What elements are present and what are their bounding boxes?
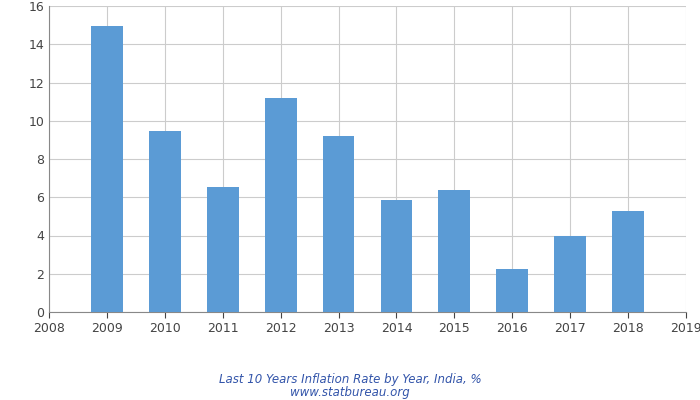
- Bar: [206, 187, 239, 312]
- Bar: [323, 136, 354, 312]
- Text: www.statbureau.org: www.statbureau.org: [290, 386, 410, 399]
- Bar: [438, 190, 470, 312]
- Bar: [381, 200, 412, 312]
- Bar: [612, 211, 644, 312]
- Bar: [265, 98, 297, 312]
- Bar: [554, 236, 586, 312]
- Bar: [496, 268, 528, 312]
- Bar: [149, 131, 181, 312]
- Bar: [91, 26, 122, 312]
- Text: Last 10 Years Inflation Rate by Year, India, %: Last 10 Years Inflation Rate by Year, In…: [218, 373, 482, 386]
